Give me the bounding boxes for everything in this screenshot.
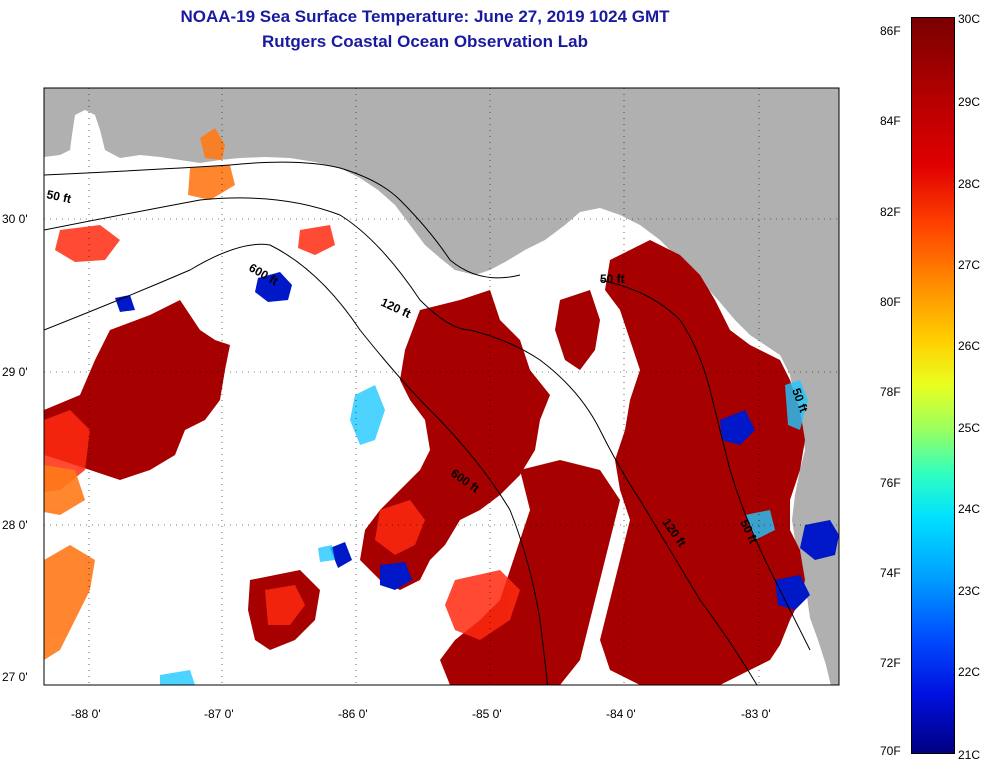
fahrenheit-label: 74F — [880, 566, 901, 580]
map-title: NOAA-19 Sea Surface Temperature: June 27… — [180, 7, 670, 26]
lat-label: 29 0' — [2, 365, 28, 379]
fahrenheit-label: 70F — [880, 744, 901, 758]
contour-label: 50 ft — [600, 272, 625, 286]
lon-label: -87 0' — [204, 707, 234, 721]
sst-patches-hot — [44, 225, 520, 640]
lat-label: 30 0' — [2, 212, 28, 226]
celsius-label: 22C — [958, 665, 981, 679]
graticule — [44, 88, 839, 685]
sst-patches-cool — [160, 380, 808, 685]
fahrenheit-label: 84F — [880, 114, 901, 128]
lon-label: -85 0' — [472, 707, 502, 721]
lon-label: -83 0' — [741, 707, 771, 721]
celsius-label: 25C — [958, 421, 981, 435]
lon-label: -84 0' — [606, 707, 636, 721]
celsius-label: 23C — [958, 584, 981, 598]
lon-label: -86 0' — [338, 707, 368, 721]
celsius-label: 26C — [958, 339, 981, 353]
lon-label: -88 0' — [71, 707, 101, 721]
celsius-label: 21C — [958, 748, 981, 762]
fahrenheit-label: 80F — [880, 295, 901, 309]
lat-label: 27 0' — [2, 670, 28, 684]
lat-label: 28 0' — [2, 518, 28, 532]
longitude-labels: -88 0' -87 0' -86 0' -85 0' -84 0' -83 0… — [71, 707, 771, 721]
temperature-colorbar — [911, 17, 955, 754]
sst-patches-cold — [115, 272, 839, 610]
celsius-label: 30C — [958, 12, 981, 26]
contour-label: 50 ft — [45, 187, 72, 206]
sst-patches-orange — [44, 128, 235, 660]
celsius-label: 29C — [958, 95, 981, 109]
fahrenheit-label: 72F — [880, 656, 901, 670]
celsius-label: 27C — [958, 258, 981, 272]
fahrenheit-label: 78F — [880, 385, 901, 399]
celsius-label: 24C — [958, 502, 981, 516]
fahrenheit-label: 82F — [880, 205, 901, 219]
map-frame — [43, 87, 840, 686]
land-mass — [44, 88, 839, 685]
celsius-label: 28C — [958, 177, 981, 191]
map-subtitle: Rutgers Coastal Ocean Observation Lab — [262, 32, 588, 51]
fahrenheit-label: 86F — [880, 24, 901, 38]
latitude-labels: 30 0' 29 0' 28 0' 27 0' — [2, 212, 28, 684]
bathymetry-contours — [44, 161, 811, 685]
fahrenheit-label: 76F — [880, 476, 901, 490]
